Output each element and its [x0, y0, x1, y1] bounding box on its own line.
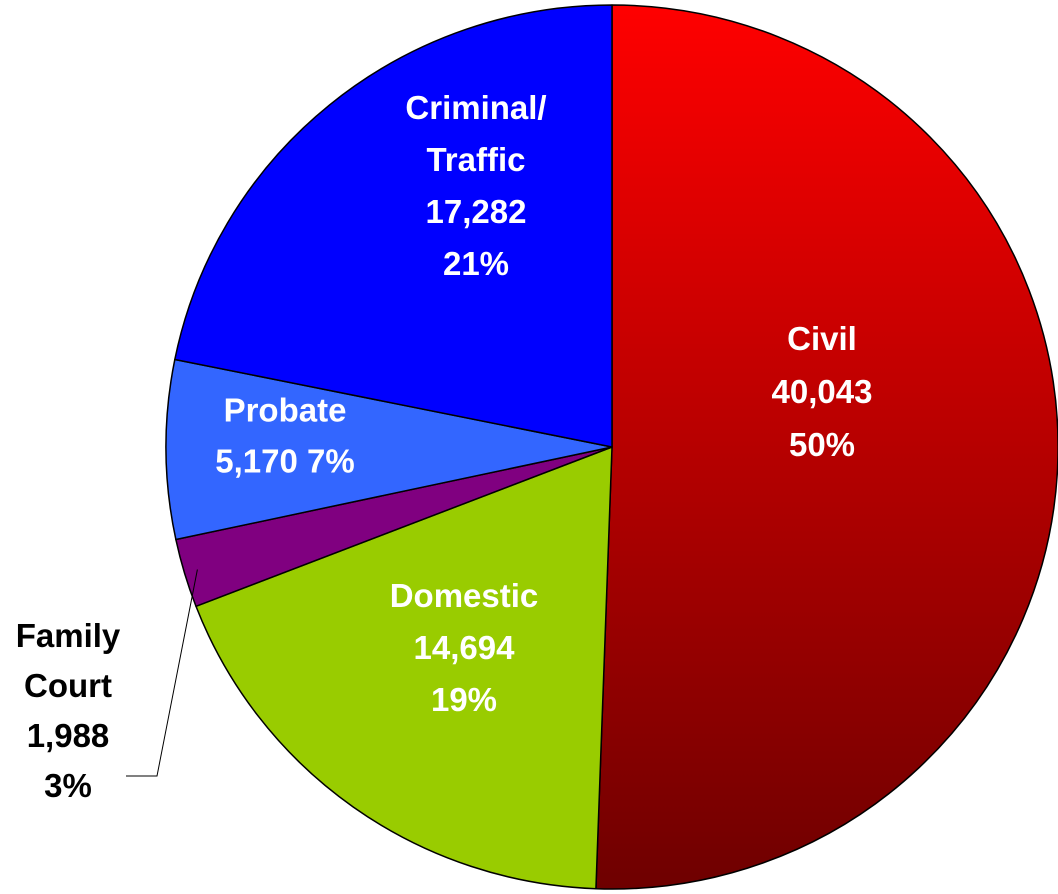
label-criminal-traffic-line-4: 21%	[443, 245, 509, 282]
label-family-court: Family Court 1,988 3%	[16, 617, 121, 804]
label-domestic: Domestic 14,694 19%	[390, 577, 539, 718]
label-civil: Civil 40,043 50%	[772, 320, 873, 463]
label-civil-line-3: 50%	[789, 426, 855, 463]
label-criminal-traffic-line-3: 17,282	[426, 193, 527, 230]
label-probate: Probate 5,170 7%	[215, 392, 354, 480]
slice-criminal-traffic	[174, 4, 613, 448]
label-domestic-line-2: 14,694	[414, 629, 516, 666]
label-family-court-line-4: 3%	[44, 767, 92, 804]
label-criminal-traffic-line-2: Traffic	[426, 141, 525, 178]
label-domestic-line-3: 19%	[431, 681, 497, 718]
label-probate-line-2: 5,170 7%	[215, 443, 354, 480]
label-criminal-traffic: Criminal/Traffic 17,282 21%	[405, 89, 546, 282]
label-civil-line-2: 40,043	[772, 373, 873, 410]
leader-line-family-court	[126, 569, 198, 777]
slice-probate	[165, 358, 613, 541]
slice-domestic	[195, 446, 613, 890]
slice-labels: Civil 40,043 50% Domestic 14,694 19% Family Cou…	[16, 89, 873, 804]
label-family-court-line-3: 1,988	[27, 717, 110, 754]
label-family-court-line-1: Family	[16, 617, 121, 654]
label-probate-line-1: Probate	[224, 392, 347, 429]
label-family-court-line-2: Court	[24, 667, 112, 704]
label-civil-line-1: Civil	[787, 320, 857, 357]
pie-slices	[165, 4, 1058, 890]
label-criminal-traffic-line-1: Criminal/	[405, 89, 546, 126]
leader-lines	[126, 569, 198, 777]
label-domestic-line-1: Domestic	[390, 577, 539, 614]
